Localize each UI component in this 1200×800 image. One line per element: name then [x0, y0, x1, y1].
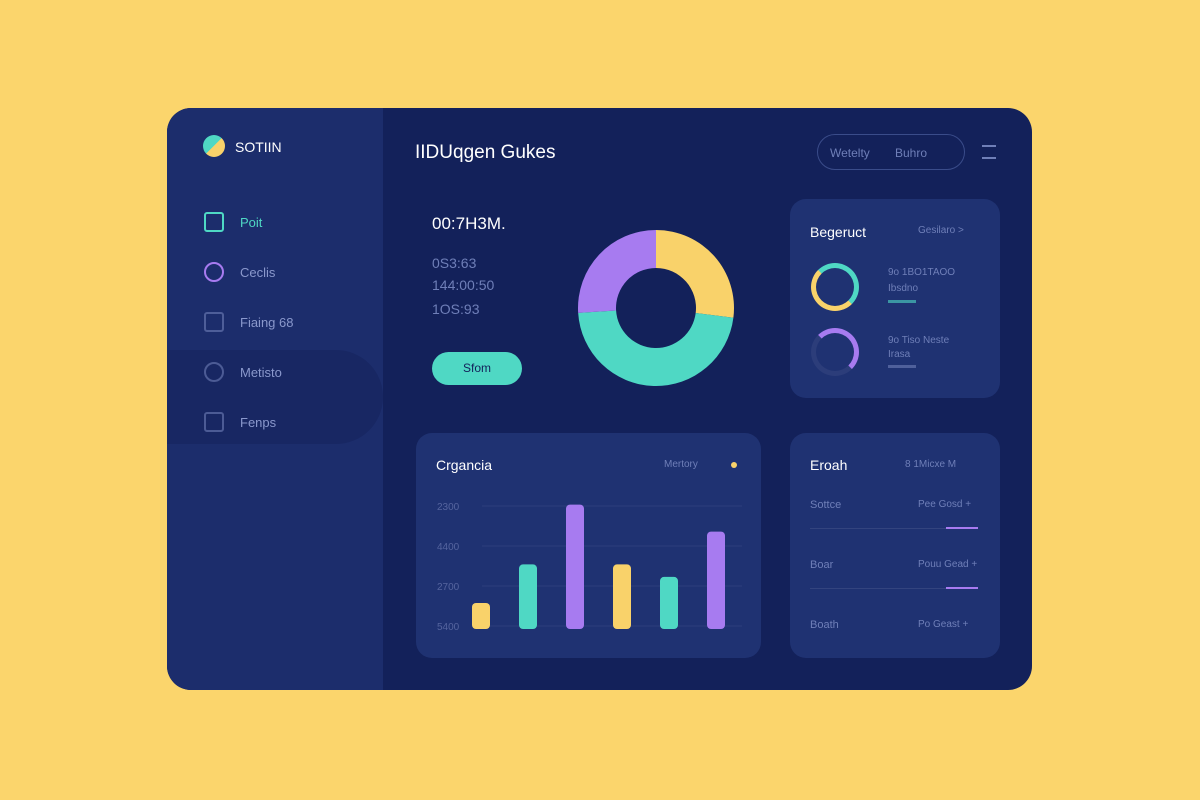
nav-item[interactable]: Poit [240, 215, 263, 230]
nav-icon [204, 212, 224, 232]
y-label: 2700 [437, 582, 460, 593]
card-title: Crgancia [436, 457, 493, 473]
card-title: Begeruct [810, 224, 867, 240]
row-label: Boar [810, 559, 834, 571]
legend: Mertory [664, 459, 698, 470]
mini-donut [811, 328, 859, 376]
nav-item[interactable]: Fenps [240, 415, 277, 430]
row-value: Pouu Gead + [918, 559, 978, 570]
card-title: Eroah [810, 457, 848, 473]
nav-icon [204, 262, 224, 282]
pill-text: Buhro [895, 146, 928, 160]
pill-text: Wetelty [830, 146, 870, 160]
mini-donut [811, 263, 859, 311]
y-label: 2300 [437, 502, 460, 513]
nav-icon [204, 312, 224, 332]
nav-icon [204, 362, 224, 382]
bar [707, 531, 725, 629]
menu-icon[interactable] [982, 145, 996, 159]
start-button[interactable]: Sfom [432, 352, 522, 385]
card-meta: 8 1Micxe M [905, 459, 957, 470]
progress [888, 365, 916, 368]
divider [810, 588, 978, 589]
stat-line: 0S3:63 [432, 255, 477, 271]
nav-item[interactable]: Ceclis [240, 265, 276, 280]
bar [613, 564, 631, 629]
divider [810, 528, 978, 529]
nav-item[interactable]: Fiaing 68 [240, 315, 294, 330]
row-sub: Irasa [888, 349, 911, 360]
bar [519, 564, 537, 629]
row-title: 9o 1BO1TAOO [888, 267, 956, 278]
donut-segment [578, 310, 734, 386]
row-value: Pee Gosd + [918, 499, 972, 510]
page-title: IIDUqgen Gukes [415, 142, 556, 163]
row-title: 9o Tiso Neste [888, 335, 950, 346]
card-link[interactable]: Gesilaro > [918, 225, 964, 236]
row-label: Sottce [810, 499, 842, 511]
bar [660, 576, 678, 629]
bar [566, 504, 584, 629]
donut-segment [578, 230, 656, 313]
budget-card: Begeruct Gesilaro > 9o 1BO1TAOO Ibsdno 9… [790, 199, 1000, 398]
progress [946, 527, 978, 529]
charts: 2300 4400 2700 5400 [437, 230, 742, 633]
list-card: Eroah 8 1Micxe M Sottce Pee Gosd + Boar Pou… [790, 433, 1000, 658]
bar [472, 602, 490, 629]
nav-highlight [167, 350, 383, 444]
y-label: 4400 [437, 542, 460, 553]
progress [946, 587, 978, 589]
row-label: Boath [810, 619, 839, 631]
logo [203, 135, 225, 157]
y-label: 5400 [437, 622, 460, 633]
stat-line: 144:00:50 [432, 277, 495, 293]
row-sub: Ibsdno [888, 283, 919, 294]
row-value: Po Geast + [918, 619, 969, 630]
progress [888, 300, 916, 303]
nav-icon [204, 412, 224, 432]
nav-item[interactable]: Metisto [240, 365, 282, 380]
stat-line: 1OS:93 [432, 301, 480, 317]
donut-segment [656, 230, 734, 318]
legend-dot [731, 462, 737, 468]
filter-pill[interactable] [817, 134, 965, 170]
brand: SOTIIN [235, 139, 282, 155]
time: 00:7H3M. [432, 214, 506, 233]
app-window: SOTIIN Poit Ceclis Fiaing 68 Metisto Fenps I… [167, 108, 1032, 690]
